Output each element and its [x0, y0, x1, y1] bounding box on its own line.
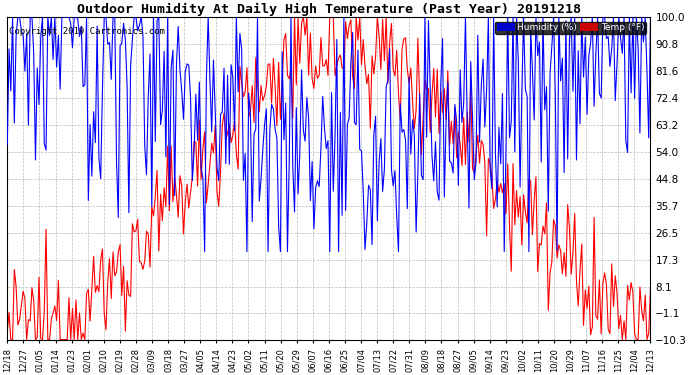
Text: Copyright 2019 Cartronics.com: Copyright 2019 Cartronics.com [8, 27, 164, 36]
Legend: Humidity (%), Temp (°F): Humidity (%), Temp (°F) [495, 21, 646, 34]
Title: Outdoor Humidity At Daily High Temperature (Past Year) 20191218: Outdoor Humidity At Daily High Temperatu… [77, 3, 581, 16]
